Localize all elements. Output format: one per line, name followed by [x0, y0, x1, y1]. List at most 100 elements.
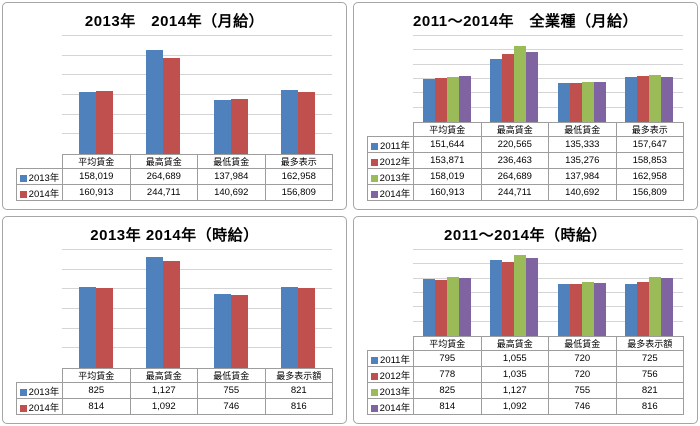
series-name: 2012年: [379, 156, 411, 168]
gridline: [62, 74, 332, 76]
bar-group-最低賃金: [548, 36, 616, 122]
bar-2014年-最低賃金: [230, 294, 248, 368]
bar-group-最多表示額: [265, 250, 333, 368]
series-label: 2013年: [16, 168, 63, 185]
value-cell: 151,644: [413, 136, 482, 153]
gridline: [413, 277, 683, 279]
value-cell: 825: [62, 382, 131, 399]
bar-2013年-最多表示: [281, 89, 299, 154]
category-header: 最高賃金: [480, 336, 549, 351]
table-row: 2014年 814 1,092 746 816: [367, 398, 684, 415]
bar-group-平均賃金: [413, 250, 481, 336]
bar-2014年-最多表示: [298, 92, 316, 154]
series-label: 2012年: [367, 366, 414, 383]
table-row: 2013年 158,019 264,689 137,984 162,958: [16, 168, 333, 185]
gridline: [413, 63, 683, 65]
plot-area: [413, 249, 683, 336]
bar-2012年-最多表示額: [637, 281, 650, 336]
bar-2012年-最多表示: [637, 76, 650, 122]
gridline: [413, 263, 683, 265]
value-cell: 1,092: [480, 398, 549, 415]
bar-2011年-平均賃金: [422, 78, 435, 122]
table-header-row: 平均賃金 最高賃金 最低賃金 最多表示額: [17, 368, 333, 383]
chart-panel-monthly-4years: 2011～2014年 全業種（月給） 平均賃金 最高賃金 最低賃金 最多表示 2011年…: [353, 2, 698, 210]
table-row: 2012年 778 1,035 720 756: [367, 366, 684, 383]
series-name: 2013年: [379, 386, 411, 398]
series-label: 2014年: [16, 184, 63, 201]
value-cell: 264,689: [480, 168, 549, 185]
value-cell: 1,127: [480, 382, 549, 399]
category-header: 最低賃金: [197, 368, 266, 383]
value-cell: 140,692: [197, 184, 266, 201]
gridline: [62, 268, 332, 270]
series-label: 2011年: [367, 136, 414, 153]
value-cell: 135,276: [548, 152, 617, 169]
bar-2013年-平均賃金: [78, 91, 96, 154]
value-cell: 755: [548, 382, 617, 399]
bar-group-最低賃金: [197, 250, 265, 368]
value-cell: 140,692: [548, 184, 617, 201]
gridline: [413, 249, 683, 250]
value-cell: 156,809: [615, 184, 684, 201]
bar-2011年-最低賃金: [557, 284, 570, 336]
value-cell: 160,913: [62, 184, 131, 201]
gridline: [62, 308, 332, 309]
table-header-row: 平均賃金 最高賃金 最低賃金 最多表示額: [368, 336, 684, 351]
bar-2012年-最低賃金: [569, 83, 582, 122]
gridline: [413, 292, 683, 293]
series-name: 2013年: [28, 172, 60, 184]
value-cell: 137,984: [548, 168, 617, 185]
chart-panel-hourly-4years: 2011～2014年（時給） 平均賃金 最高賃金 最低賃金 最多表示額 2011年 795…: [353, 216, 698, 424]
value-cell: 244,711: [129, 184, 198, 201]
chart-panel-hourly-2years: 2013年 2014年（時給） 平均賃金 最高賃金 最低賃金 最多表示額 2013年 82…: [2, 216, 347, 424]
series-name: 2014年: [28, 188, 60, 200]
value-cell: 162,958: [264, 168, 333, 185]
bar-2014年-最高賃金: [163, 260, 181, 368]
table-row: 2011年 795 1,055 720 725: [367, 350, 684, 367]
plot-area: [413, 35, 683, 122]
value-cell: 157,647: [615, 136, 684, 153]
legend-swatch: [370, 404, 378, 412]
value-cell: 725: [615, 350, 684, 367]
gridline: [62, 94, 332, 95]
bar-2013年-平均賃金: [446, 76, 459, 122]
category-header: 最低賃金: [548, 336, 617, 351]
plot-area: [62, 249, 333, 368]
gridline: [413, 106, 683, 108]
legend-swatch: [19, 174, 27, 182]
bar-2013年-最高賃金: [146, 257, 164, 368]
legend-swatch: [19, 404, 27, 412]
gridline: [62, 133, 332, 135]
value-cell: 236,463: [480, 152, 549, 169]
series-label: 2013年: [367, 168, 414, 185]
gridline: [62, 113, 332, 115]
bar-group-最高賃金: [130, 250, 198, 368]
series-label: 2014年: [367, 398, 414, 415]
plot-area: [62, 35, 332, 154]
value-cell: 1,035: [480, 366, 549, 383]
value-cell: 755: [197, 382, 266, 399]
chart-title: 2011～2014年（時給）: [444, 227, 607, 244]
data-table: 平均賃金 最高賃金 最低賃金 最多表示 2011年 151,644 220,565 135,3…: [367, 122, 684, 201]
gridline: [413, 49, 683, 51]
bar-2013年-最多表示額: [649, 277, 662, 336]
category-header: 最多表示額: [615, 336, 684, 351]
bar-2014年-平均賃金: [458, 75, 471, 122]
value-cell: 816: [615, 398, 684, 415]
value-cell: 158,019: [413, 168, 482, 185]
bar-2011年-最多表示額: [625, 284, 638, 336]
gridline: [62, 327, 332, 329]
value-cell: 158,019: [62, 168, 131, 185]
series-label: 2011年: [367, 350, 414, 367]
series-label: 2014年: [16, 398, 63, 415]
legend-swatch: [371, 142, 379, 150]
value-cell: 825: [413, 382, 482, 399]
value-cell: 720: [548, 350, 617, 367]
category-header: 最低賃金: [548, 122, 617, 137]
series-name: 2014年: [379, 188, 411, 200]
series-name: 2014年: [28, 402, 60, 414]
series-label: 2013年: [367, 382, 414, 399]
bar-2014年-最多表示額: [661, 277, 674, 336]
series-label: 2012年: [367, 152, 414, 169]
